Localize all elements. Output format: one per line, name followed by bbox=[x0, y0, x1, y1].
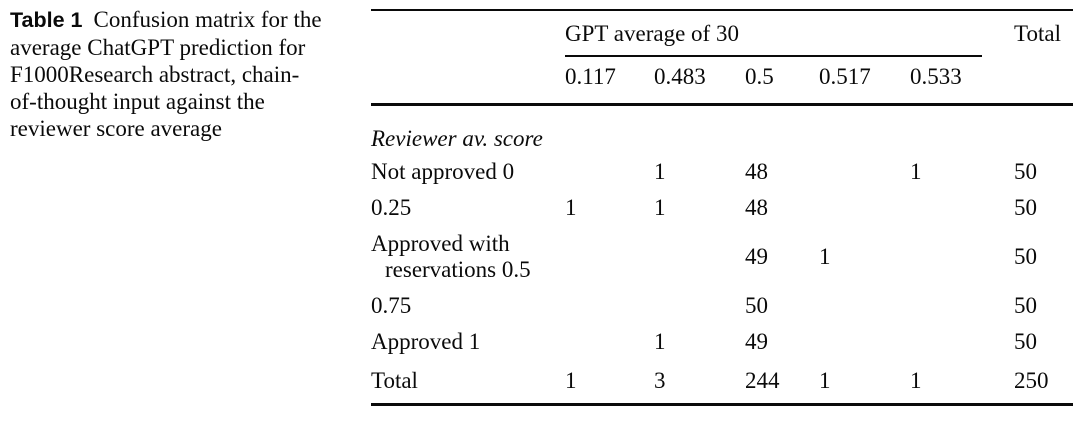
row-label: Approved 1 bbox=[371, 329, 481, 354]
row-label: 0.25 bbox=[371, 195, 412, 220]
cell: 1 bbox=[910, 159, 922, 184]
cell bbox=[910, 190, 1014, 226]
cell-total: 50 bbox=[1014, 159, 1038, 184]
row-label: Total bbox=[371, 368, 418, 393]
cell: 244 bbox=[745, 368, 780, 393]
row-label: Not approved 0 bbox=[371, 159, 515, 184]
row-label: Approved with reservations 0.5 bbox=[371, 231, 531, 282]
cell bbox=[654, 288, 745, 324]
cell: 1 bbox=[654, 195, 666, 220]
header-stub-cell bbox=[371, 10, 565, 57]
table-row-not-approved: Not approved 0 1 48 1 50 bbox=[371, 154, 1073, 190]
group-header: GPT average of 30 bbox=[565, 10, 1014, 57]
cell bbox=[910, 288, 1014, 324]
cell: 1 bbox=[910, 368, 922, 393]
cell: 1 bbox=[654, 159, 666, 184]
header-row-columns: 0.117 0.483 0.5 0.517 0.533 bbox=[371, 57, 1074, 106]
table-container: GPT average of 30 Total 0.117 0.483 0.5 … bbox=[371, 9, 1074, 406]
section-label: Reviewer av. score bbox=[371, 126, 543, 151]
table-row-approved: Approved 1 1 49 50 bbox=[371, 324, 1073, 360]
cell bbox=[654, 226, 745, 288]
column-header-0517: 0.517 bbox=[819, 57, 910, 106]
cell: 1 bbox=[819, 244, 831, 269]
column-header-05: 0.5 bbox=[745, 57, 819, 106]
cell: 50 bbox=[745, 293, 768, 318]
cell bbox=[819, 324, 910, 360]
cell bbox=[565, 154, 654, 190]
cell: 48 bbox=[745, 159, 768, 184]
column-header-0483: 0.483 bbox=[654, 57, 745, 106]
cell: 1 bbox=[654, 329, 666, 354]
cell bbox=[910, 226, 1014, 288]
cell-total: 50 bbox=[1014, 195, 1038, 220]
cell: 1 bbox=[819, 368, 831, 393]
table-caption: Table 1 Confusion matrix for the average … bbox=[10, 6, 322, 142]
cell-total: 50 bbox=[1014, 293, 1038, 318]
cell bbox=[565, 226, 654, 288]
cell-total: 50 bbox=[1014, 329, 1038, 354]
cell-total: 250 bbox=[1014, 368, 1049, 393]
table-row-approved-reservations: Approved with reservations 0.5 49 1 50 bbox=[371, 226, 1073, 288]
table-row-total: Total 1 3 244 1 1 250 bbox=[371, 360, 1073, 404]
header-row-group: GPT average of 30 Total bbox=[371, 10, 1073, 57]
table-caption-text: Confusion matrix for the average ChatGPT… bbox=[10, 7, 322, 141]
cell bbox=[565, 288, 654, 324]
cell-total: 50 bbox=[1014, 244, 1038, 269]
cell: 3 bbox=[654, 368, 666, 393]
column-header-0533: 0.533 bbox=[910, 57, 1015, 106]
table-caption-label: Table 1 bbox=[10, 8, 83, 32]
cell bbox=[819, 190, 910, 226]
cell bbox=[910, 324, 1014, 360]
header-stub-cell bbox=[371, 57, 565, 106]
cell bbox=[819, 154, 910, 190]
cell bbox=[565, 324, 654, 360]
header-empty-cell bbox=[1014, 57, 1074, 106]
row-label: 0.75 bbox=[371, 293, 412, 318]
cell: 48 bbox=[745, 195, 768, 220]
table-row-025: 0.25 1 1 48 50 bbox=[371, 190, 1073, 226]
cell bbox=[819, 288, 910, 324]
total-column-header: Total bbox=[1014, 21, 1061, 46]
cell: 1 bbox=[565, 368, 577, 393]
confusion-matrix-table: GPT average of 30 Total 0.117 0.483 0.5 … bbox=[371, 9, 1074, 406]
cell: 49 bbox=[745, 244, 768, 269]
cell: 1 bbox=[565, 195, 577, 220]
cell: 49 bbox=[745, 329, 768, 354]
column-header-0117: 0.117 bbox=[565, 57, 654, 106]
section-row: Reviewer av. score bbox=[371, 104, 1073, 154]
table-row-075: 0.75 50 50 bbox=[371, 288, 1073, 324]
